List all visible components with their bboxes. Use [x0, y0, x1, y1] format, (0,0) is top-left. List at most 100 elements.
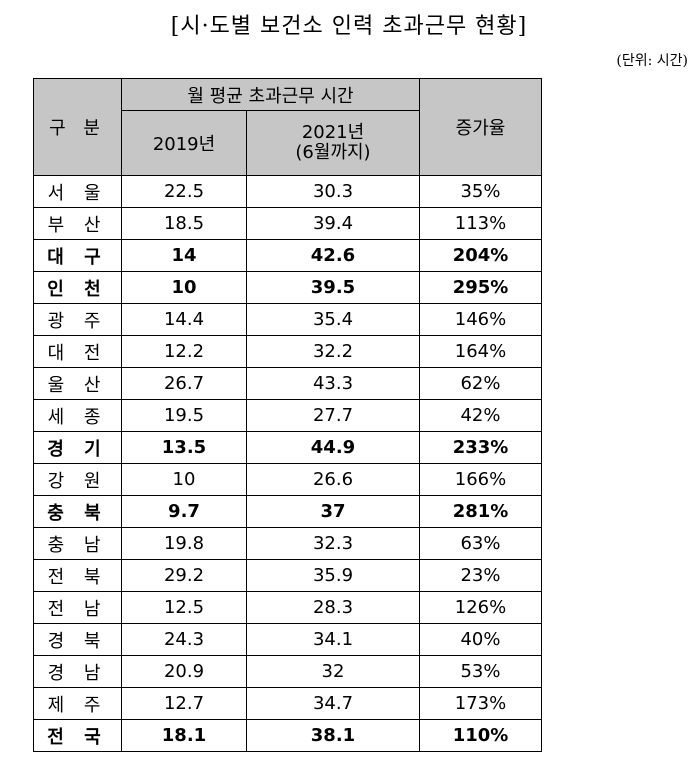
value-2019-cell: 12.5 [121, 591, 247, 624]
table-row: 충 북 9.7 37 281% [33, 495, 542, 528]
overtime-table: 구 분 월 평균 초과근무 시간 증가율 2019년 2021년 (6월까지) … [33, 78, 542, 752]
value-2019-cell: 12.2 [121, 335, 247, 368]
increase-rate-cell: 126% [419, 591, 542, 624]
value-2021-cell: 27.7 [246, 399, 420, 432]
header-2021: 2021년 (6월까지) [246, 110, 420, 176]
increase-rate-cell: 35% [419, 175, 542, 208]
value-2021-cell: 30.3 [246, 175, 420, 208]
table-row: 부 산 18.5 39.4 113% [33, 207, 542, 240]
value-2021-cell: 35.9 [246, 559, 420, 592]
header-region: 구 분 [33, 78, 122, 176]
increase-rate-cell: 53% [419, 655, 542, 688]
value-2021-cell: 39.4 [246, 207, 420, 240]
value-2021-cell: 34.7 [246, 687, 420, 720]
header-monthly-overtime: 월 평균 초과근무 시간 [121, 78, 420, 111]
table-row: 광 주 14.4 35.4 146% [33, 303, 542, 336]
increase-rate-cell: 164% [419, 335, 542, 368]
region-cell: 충 북 [33, 495, 122, 528]
value-2019-cell: 24.3 [121, 623, 247, 656]
table-body: 서 울 22.5 30.3 35% 부 산 18.5 39.4 113% 대 구 14 42.6 20… [33, 175, 542, 752]
unit-label: (단위: 시간) [616, 53, 688, 69]
header-2019: 2019년 [121, 110, 247, 176]
value-2021-cell: 32.3 [246, 527, 420, 560]
value-2019-cell: 12.7 [121, 687, 247, 720]
table-row: 서 울 22.5 30.3 35% [33, 175, 542, 208]
value-2021-cell: 39.5 [246, 271, 420, 304]
increase-rate-cell: 113% [419, 207, 542, 240]
increase-rate-cell: 146% [419, 303, 542, 336]
table-row: 울 산 26.7 43.3 62% [33, 367, 542, 400]
value-2019-cell: 19.8 [121, 527, 247, 560]
value-2019-cell: 13.5 [121, 431, 247, 464]
table-row: 충 남 19.8 32.3 63% [33, 527, 542, 560]
table-row: 제 주 12.7 34.7 173% [33, 687, 542, 720]
document-title: [시·도별 보건소 인력 초과근무 현황] [170, 14, 528, 39]
region-cell: 제 주 [33, 687, 122, 720]
region-cell: 광 주 [33, 303, 122, 336]
table-row: 경 남 20.9 32 53% [33, 655, 542, 688]
value-2019-cell: 22.5 [121, 175, 247, 208]
increase-rate-cell: 204% [419, 239, 542, 272]
increase-rate-cell: 62% [419, 367, 542, 400]
region-cell: 전 북 [33, 559, 122, 592]
region-cell: 강 원 [33, 463, 122, 496]
value-2021-cell: 37 [246, 495, 420, 528]
table-row: 전 북 29.2 35.9 23% [33, 559, 542, 592]
value-2019-cell: 19.5 [121, 399, 247, 432]
table-row: 전 남 12.5 28.3 126% [33, 591, 542, 624]
region-cell: 경 북 [33, 623, 122, 656]
region-cell: 대 전 [33, 335, 122, 368]
increase-rate-cell: 40% [419, 623, 542, 656]
value-2019-cell: 9.7 [121, 495, 247, 528]
increase-rate-cell: 295% [419, 271, 542, 304]
value-2021-cell: 44.9 [246, 431, 420, 464]
value-2019-cell: 18.1 [121, 719, 247, 752]
value-2019-cell: 20.9 [121, 655, 247, 688]
value-2019-cell: 14.4 [121, 303, 247, 336]
table-row: 대 구 14 42.6 204% [33, 239, 542, 272]
table-row: 세 종 19.5 27.7 42% [33, 399, 542, 432]
table-row: 인 천 10 39.5 295% [33, 271, 542, 304]
region-cell: 울 산 [33, 367, 122, 400]
value-2019-cell: 18.5 [121, 207, 247, 240]
table-row: 경 기 13.5 44.9 233% [33, 431, 542, 464]
region-cell: 대 구 [33, 239, 122, 272]
value-2021-cell: 43.3 [246, 367, 420, 400]
value-2021-cell: 35.4 [246, 303, 420, 336]
increase-rate-cell: 281% [419, 495, 542, 528]
header-2021-period: (6월까지) [295, 142, 371, 163]
increase-rate-cell: 110% [419, 719, 542, 752]
table-row: 대 전 12.2 32.2 164% [33, 335, 542, 368]
region-cell: 서 울 [33, 175, 122, 208]
value-2021-cell: 26.6 [246, 463, 420, 496]
region-cell: 전 남 [33, 591, 122, 624]
region-cell: 전 국 [33, 719, 122, 752]
value-2019-cell: 10 [121, 463, 247, 496]
region-cell: 경 기 [33, 431, 122, 464]
increase-rate-cell: 23% [419, 559, 542, 592]
region-cell: 충 남 [33, 527, 122, 560]
value-2021-cell: 42.6 [246, 239, 420, 272]
header-2021-year: 2021년 [301, 122, 365, 143]
region-cell: 부 산 [33, 207, 122, 240]
increase-rate-cell: 233% [419, 431, 542, 464]
value-2021-cell: 34.1 [246, 623, 420, 656]
increase-rate-cell: 42% [419, 399, 542, 432]
value-2021-cell: 38.1 [246, 719, 420, 752]
table-row: 경 북 24.3 34.1 40% [33, 623, 542, 656]
table-row: 전 국 18.1 38.1 110% [33, 719, 542, 752]
value-2021-cell: 32 [246, 655, 420, 688]
increase-rate-cell: 63% [419, 527, 542, 560]
region-cell: 세 종 [33, 399, 122, 432]
region-cell: 경 남 [33, 655, 122, 688]
value-2019-cell: 26.7 [121, 367, 247, 400]
table-row: 강 원 10 26.6 166% [33, 463, 542, 496]
increase-rate-cell: 173% [419, 687, 542, 720]
value-2019-cell: 10 [121, 271, 247, 304]
header-increase-rate: 증가율 [419, 78, 542, 176]
region-cell: 인 천 [33, 271, 122, 304]
value-2019-cell: 14 [121, 239, 247, 272]
value-2021-cell: 32.2 [246, 335, 420, 368]
increase-rate-cell: 166% [419, 463, 542, 496]
value-2021-cell: 28.3 [246, 591, 420, 624]
